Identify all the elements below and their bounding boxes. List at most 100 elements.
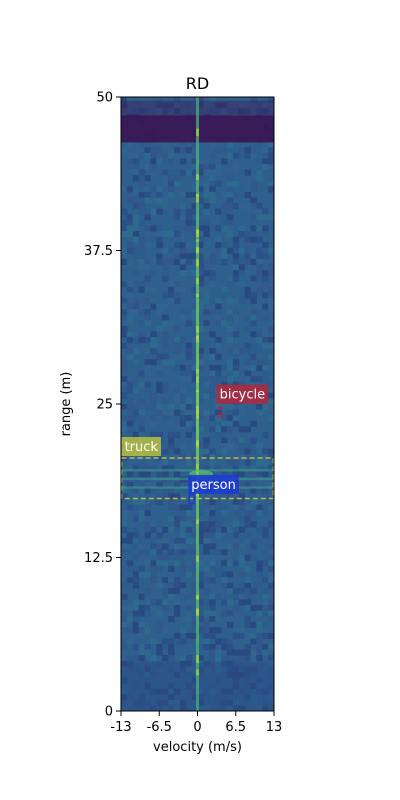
noise-cell	[186, 538, 192, 544]
x-tick-label: 0	[193, 720, 201, 735]
noise-cell	[139, 248, 145, 254]
noise-cell	[245, 616, 251, 622]
noise-cell	[221, 259, 227, 265]
noise-cell	[233, 192, 239, 198]
noise-cell	[121, 331, 127, 337]
noise-cell	[209, 560, 215, 566]
noise-cell	[221, 365, 227, 371]
zero-doppler-hotspot	[196, 440, 199, 445]
noise-cell	[133, 566, 139, 572]
noise-cell	[221, 527, 227, 533]
noise-cell	[139, 627, 145, 633]
noise-cell	[174, 432, 180, 438]
noise-cell	[150, 164, 156, 170]
noise-cell	[209, 571, 215, 577]
noise-cell	[121, 248, 127, 254]
noise-cell	[162, 644, 168, 650]
noise-cell	[233, 415, 239, 421]
noise-cell	[245, 471, 251, 477]
noise-cell	[162, 555, 168, 561]
noise-cell	[256, 264, 262, 270]
noise-cell	[209, 616, 215, 622]
noise-cell	[121, 147, 127, 153]
noise-cell	[209, 532, 215, 538]
noise-cell	[256, 504, 262, 510]
noise-cell	[127, 605, 133, 611]
noise-cell	[174, 281, 180, 287]
noise-cell	[262, 376, 268, 382]
noise-cell	[180, 376, 186, 382]
noise-cell	[121, 382, 127, 388]
noise-cell	[150, 298, 156, 304]
noise-cell	[245, 588, 251, 594]
noise-cell	[150, 147, 156, 153]
noise-cell	[139, 471, 145, 477]
noise-cell	[186, 147, 192, 153]
noise-cell	[186, 633, 192, 639]
noise-cell	[245, 315, 251, 321]
noise-cell	[256, 650, 262, 656]
noise-cell	[186, 309, 192, 315]
x-tick-label: -6.5	[147, 720, 172, 735]
noise-cell	[145, 387, 151, 393]
noise-cell	[209, 577, 215, 583]
noise-cell	[262, 281, 268, 287]
noise-cell	[133, 404, 139, 410]
noise-cell	[139, 175, 145, 181]
noise-cell	[203, 527, 209, 533]
noise-cell	[121, 365, 127, 371]
noise-cell	[250, 655, 256, 661]
noise-cell	[233, 237, 239, 243]
noise-cell	[186, 170, 192, 176]
noise-cell	[127, 225, 133, 231]
noise-cell	[121, 616, 127, 622]
noise-cell	[127, 549, 133, 555]
noise-cell	[221, 449, 227, 455]
noise-cell	[262, 599, 268, 605]
noise-cell	[127, 231, 133, 237]
noise-cell	[203, 242, 209, 248]
noise-cell	[156, 371, 162, 377]
noise-cell	[121, 281, 127, 287]
noise-cell	[239, 594, 245, 600]
noise-cell	[121, 622, 127, 628]
noise-cell	[209, 516, 215, 522]
noise-cell	[174, 611, 180, 617]
noise-cell	[174, 410, 180, 416]
noise-cell	[245, 650, 251, 656]
noise-cell	[215, 298, 221, 304]
noise-cell	[174, 393, 180, 399]
noise-cell	[180, 638, 186, 644]
noise-cell	[121, 611, 127, 617]
noise-cell	[150, 499, 156, 505]
zero-doppler-hotspot	[196, 556, 199, 562]
noise-cell	[121, 225, 127, 231]
noise-cell	[250, 309, 256, 315]
noise-cell	[239, 583, 245, 589]
noise-cell	[133, 359, 139, 365]
noise-cell	[221, 214, 227, 220]
noise-cell	[156, 354, 162, 360]
noise-cell	[203, 292, 209, 298]
noise-cell	[145, 471, 151, 477]
noise-cell	[174, 449, 180, 455]
noise-cell	[245, 460, 251, 466]
noise-cell	[239, 248, 245, 254]
noise-cell	[221, 292, 227, 298]
noise-cell	[162, 560, 168, 566]
noise-cell	[209, 170, 215, 176]
noise-cell	[127, 627, 133, 633]
noise-cell	[262, 560, 268, 566]
zero-doppler-hotspot	[196, 294, 199, 297]
noise-cell	[121, 404, 127, 410]
noise-cell	[227, 460, 233, 466]
noise-cell	[139, 259, 145, 265]
noise-cell	[227, 415, 233, 421]
noise-cell	[145, 404, 151, 410]
noise-cell	[256, 583, 262, 589]
noise-cell	[209, 331, 215, 337]
noise-cell	[203, 521, 209, 527]
noise-cell	[127, 142, 133, 148]
noise-cell	[180, 142, 186, 148]
noise-cell	[245, 454, 251, 460]
